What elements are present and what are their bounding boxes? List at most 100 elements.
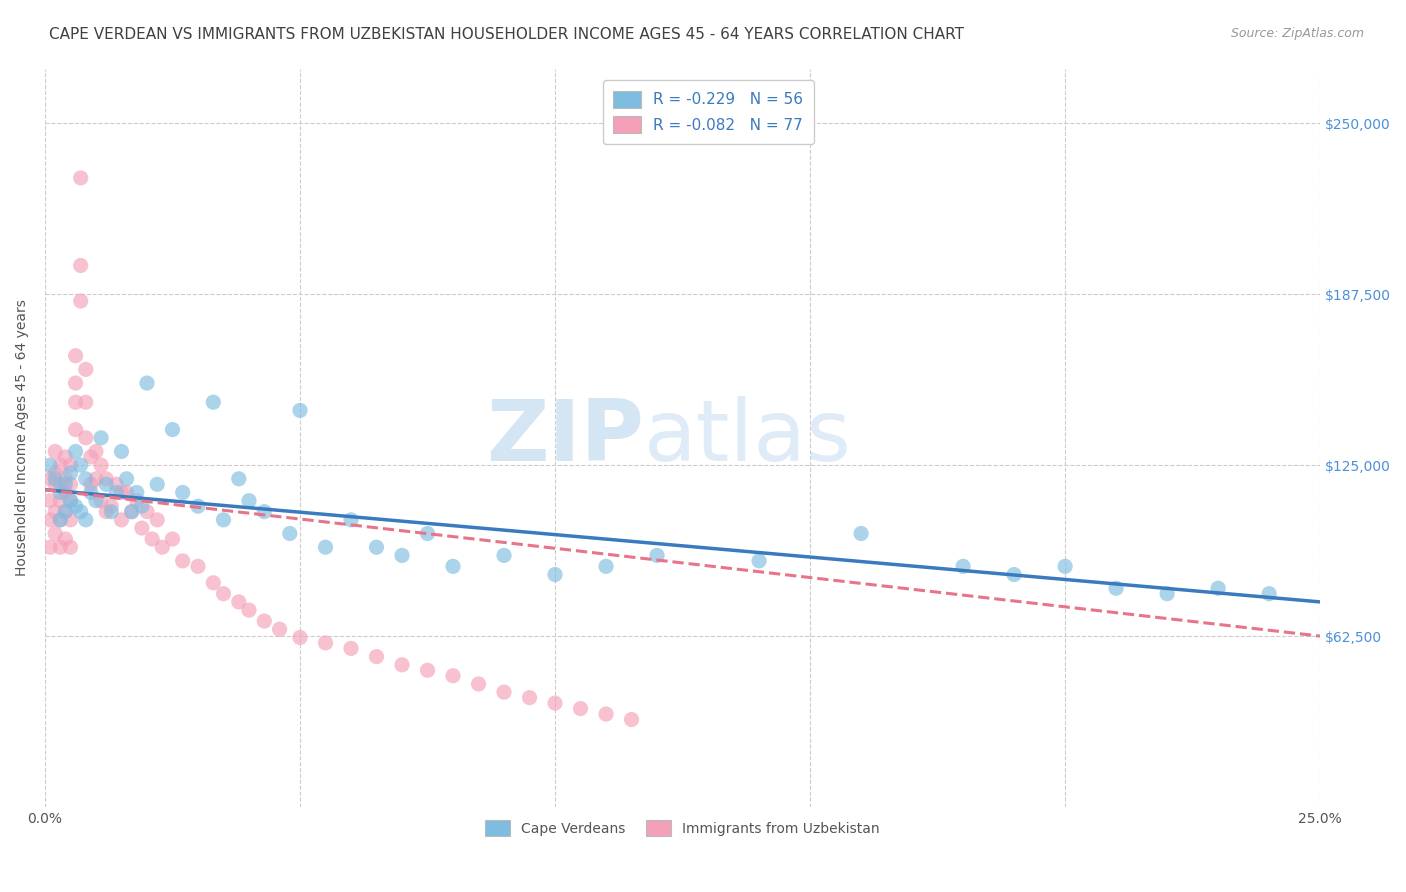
Point <box>96 472 118 486</box>
Point <box>84 472 107 486</box>
Point <box>269 622 291 636</box>
Point <box>39 513 62 527</box>
Point <box>136 376 159 390</box>
Point <box>59 458 82 472</box>
Point <box>59 477 82 491</box>
Point <box>49 458 72 472</box>
Point <box>65 376 87 390</box>
Point <box>253 614 276 628</box>
Point <box>492 685 515 699</box>
Point <box>162 423 184 437</box>
Point <box>187 559 209 574</box>
Text: Source: ZipAtlas.com: Source: ZipAtlas.com <box>1230 27 1364 40</box>
Point <box>391 549 413 563</box>
Point <box>90 431 112 445</box>
Point <box>53 477 76 491</box>
Point <box>441 669 464 683</box>
Point <box>105 485 128 500</box>
Point <box>65 423 87 437</box>
Point <box>65 444 87 458</box>
Point <box>44 444 66 458</box>
Point <box>187 499 209 513</box>
Point <box>75 362 97 376</box>
Point <box>49 540 72 554</box>
Point <box>849 526 872 541</box>
Point <box>75 472 97 486</box>
Point <box>53 532 76 546</box>
Point <box>253 505 276 519</box>
Point <box>340 513 363 527</box>
Point <box>1105 581 1128 595</box>
Point <box>80 485 103 500</box>
Point <box>121 505 143 519</box>
Point <box>315 636 337 650</box>
Y-axis label: Householder Income Ages 45 - 64 years: Householder Income Ages 45 - 64 years <box>15 300 30 576</box>
Point <box>80 450 103 464</box>
Point <box>69 505 91 519</box>
Point <box>75 395 97 409</box>
Point <box>96 477 118 491</box>
Point <box>228 472 250 486</box>
Point <box>544 696 567 710</box>
Point <box>238 493 260 508</box>
Point <box>69 170 91 185</box>
Point <box>44 505 66 519</box>
Point <box>53 472 76 486</box>
Point <box>105 477 128 491</box>
Point <box>1206 581 1229 595</box>
Point <box>53 450 76 464</box>
Point <box>595 559 617 574</box>
Point <box>53 505 76 519</box>
Point <box>96 505 118 519</box>
Point <box>569 701 592 715</box>
Point <box>238 603 260 617</box>
Text: CAPE VERDEAN VS IMMIGRANTS FROM UZBEKISTAN HOUSEHOLDER INCOME AGES 45 - 64 YEARS: CAPE VERDEAN VS IMMIGRANTS FROM UZBEKIST… <box>49 27 965 42</box>
Point <box>1054 559 1077 574</box>
Point <box>39 540 62 554</box>
Point <box>44 467 66 481</box>
Point <box>69 259 91 273</box>
Point <box>59 467 82 481</box>
Point <box>44 472 66 486</box>
Point <box>162 532 184 546</box>
Point <box>1258 587 1281 601</box>
Point <box>146 477 169 491</box>
Point <box>544 567 567 582</box>
Legend: Cape Verdeans, Immigrants from Uzbekistan: Cape Verdeans, Immigrants from Uzbekista… <box>477 812 889 845</box>
Point <box>125 493 148 508</box>
Point <box>100 499 122 513</box>
Point <box>278 526 301 541</box>
Point <box>39 472 62 486</box>
Point <box>90 458 112 472</box>
Point <box>492 549 515 563</box>
Point <box>65 499 87 513</box>
Point <box>65 395 87 409</box>
Point <box>90 493 112 508</box>
Point <box>59 513 82 527</box>
Point <box>49 493 72 508</box>
Point <box>75 513 97 527</box>
Point <box>315 540 337 554</box>
Point <box>115 485 138 500</box>
Point <box>141 532 163 546</box>
Point <box>110 513 132 527</box>
Point <box>340 641 363 656</box>
Point <box>44 477 66 491</box>
Point <box>620 713 643 727</box>
Point <box>519 690 541 705</box>
Point <box>65 349 87 363</box>
Point <box>59 493 82 508</box>
Point <box>391 657 413 672</box>
Point <box>59 493 82 508</box>
Point <box>131 521 153 535</box>
Point <box>115 472 138 486</box>
Point <box>416 526 439 541</box>
Point <box>748 554 770 568</box>
Point <box>288 631 311 645</box>
Point <box>212 587 235 601</box>
Point <box>288 403 311 417</box>
Point <box>49 477 72 491</box>
Point <box>53 485 76 500</box>
Point <box>136 505 159 519</box>
Point <box>39 458 62 472</box>
